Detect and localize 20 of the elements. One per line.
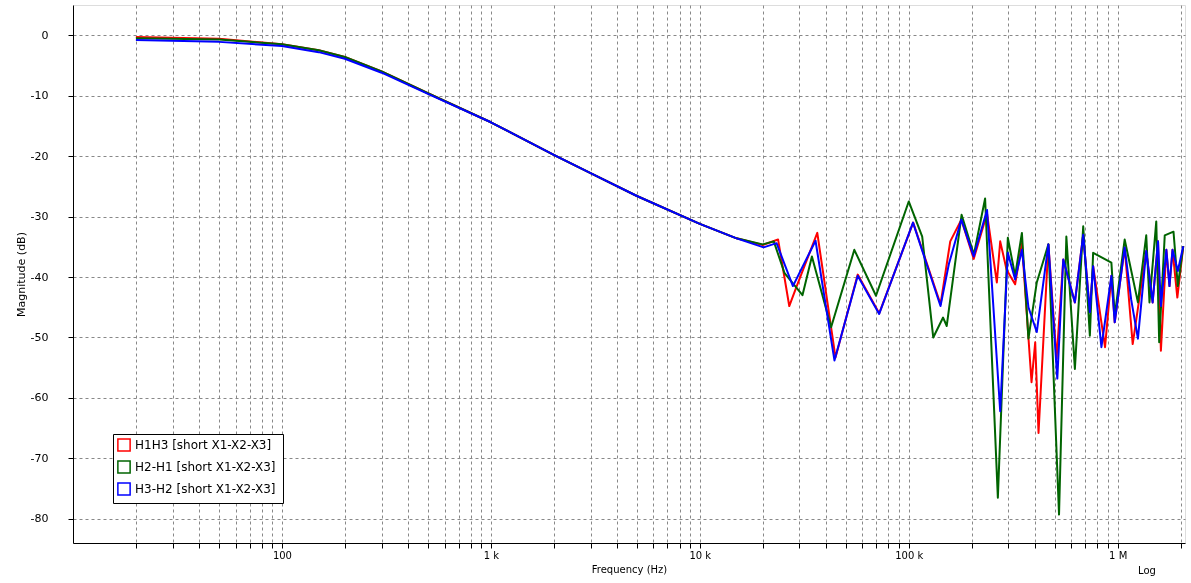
x-tick-label: 10 k: [689, 549, 712, 561]
legend-label: H1H3 [short X1-X2-X3]: [135, 438, 272, 452]
y-tick-label: -30: [30, 210, 49, 224]
x-axis-title: Frequency (Hz): [591, 563, 668, 575]
y-tick-label: 0: [41, 28, 49, 42]
y-tick-label: -40: [30, 270, 49, 284]
y-axis-title: Magnitude (dB): [14, 232, 28, 317]
x-tick-label: 100: [272, 549, 292, 561]
legend-label: H3-H2 [short X1-X2-X3]: [135, 482, 276, 496]
y-tick-label: -10: [30, 89, 49, 103]
x-tick-label: 1 k: [483, 549, 500, 561]
x-tick-label: 100 k: [895, 549, 924, 561]
y-tick-label: -20: [30, 149, 49, 163]
y-tick-label: -60: [30, 391, 49, 405]
y-tick-label: -50: [30, 330, 49, 344]
text: Log: [1138, 565, 1156, 576]
x-tick-label: 1 M: [1109, 549, 1128, 561]
y-tick-label: -70: [30, 451, 49, 465]
legend-label: H2-H1 [short X1-X2-X3]: [135, 460, 276, 474]
y-tick-label: -80: [30, 512, 49, 526]
